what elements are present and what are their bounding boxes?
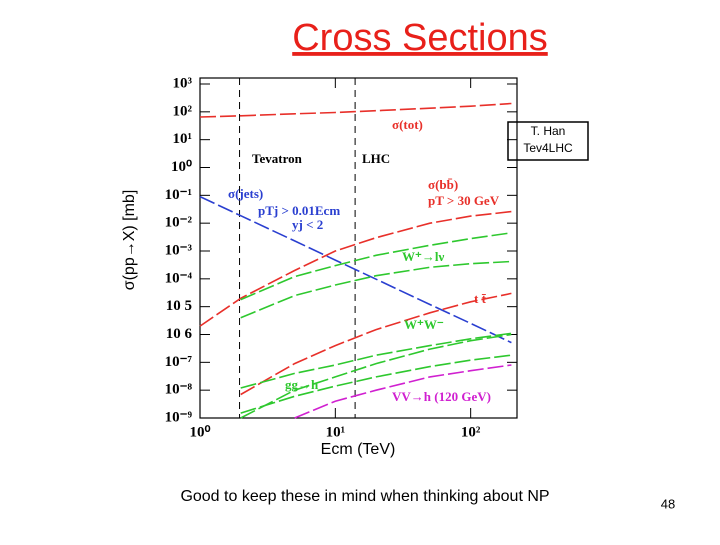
caption: Good to keep these in mind when thinking… [180,488,549,505]
annotation: pTj > 0.01Ecm [258,203,340,218]
series-line [199,102,512,118]
series-label: t t̄ [474,291,487,306]
note: Tev4LHC [523,141,573,155]
y-tick-label: 10² [173,103,193,119]
y-tick-label: 10⁰ [171,159,192,175]
series-line [240,354,512,414]
series-label: W⁺W⁻ [404,317,444,332]
x-axis-label: Ecm (TeV) [321,441,396,458]
series-label: VV→h (120 GeV) [392,389,491,404]
x-tick-label: 10¹ [326,424,346,440]
plot-frame [199,77,518,419]
series-line [240,292,512,396]
series-label: σ(bb̄) [428,177,458,192]
note-box [507,121,589,161]
y-tick-label: 10⁻⁹ [165,409,193,425]
series-label: W⁺→lν [402,249,444,264]
series-label: σ(tot) [392,117,423,132]
series-line [294,364,512,419]
series-line [240,333,512,419]
y-tick-label: 10 5 [166,298,192,314]
y-tick-label: 10⁻⁸ [165,382,193,398]
y-tick-label: 10¹ [173,131,193,147]
series-line [240,260,512,319]
series-line [199,210,512,327]
annotation: yj < 2 [292,217,323,232]
y-tick-label: 10⁻⁴ [165,270,193,286]
note: T. Han [531,124,566,138]
series-line [240,332,512,389]
x-tick-label: 10² [461,424,481,440]
series-label: gg→h [285,377,319,392]
x-tick-label: 10⁰ [189,424,210,440]
y-tick-label: 10⁻² [165,215,193,231]
y-tick-label: 10⁻¹ [165,187,192,203]
y-tick-label: 10⁻³ [165,242,193,258]
series-label: σ(jets) [228,186,263,201]
series-line [199,195,512,344]
page-number: 48 [661,496,675,511]
y-axis-label: σ(pp→X) [mb] [121,190,138,291]
y-tick-label: 10 6 [166,326,193,342]
collider-label: LHC [362,151,390,166]
series-line [240,232,512,301]
annotation: pT > 30 GeV [428,193,500,208]
y-tick-label: 10³ [173,75,193,91]
collider-label: Tevatron [252,151,303,166]
slide-title: Cross Sections [292,17,548,59]
y-tick-label: 10⁻⁷ [165,354,193,370]
